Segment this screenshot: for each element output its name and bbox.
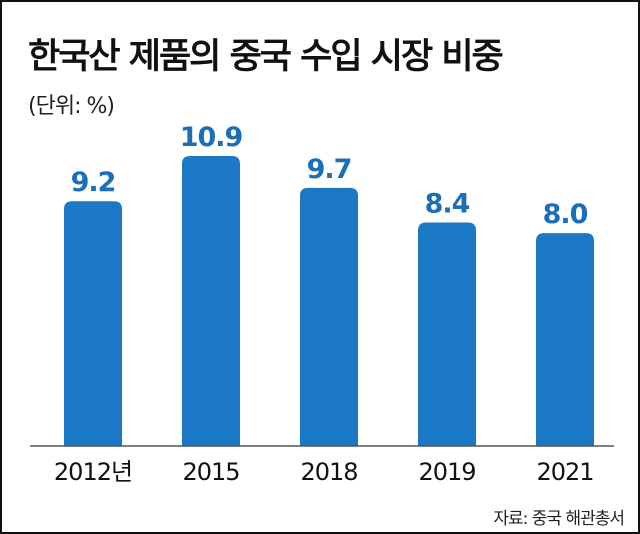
- chart-title: 한국산 제품의 중국 수입 시장 비중: [28, 37, 504, 77]
- x-tick-label-0: 2012년: [54, 458, 132, 486]
- value-label-1: 10.9: [180, 122, 243, 153]
- value-label-2: 9.7: [307, 154, 352, 185]
- bar-1: [182, 156, 240, 446]
- bar-2: [300, 187, 358, 446]
- unit-label: (단위: %): [28, 94, 115, 119]
- bar-0: [64, 201, 122, 446]
- x-tick-label-4: 2021: [536, 458, 593, 486]
- x-tick-label-1: 2015: [182, 458, 239, 486]
- bar-3: [418, 222, 476, 446]
- bar-4: [536, 233, 594, 446]
- x-tick-label-2: 2018: [300, 458, 357, 486]
- value-label-3: 8.4: [425, 189, 470, 220]
- source-note: 자료: 중국 해관총서: [493, 509, 625, 529]
- value-label-4: 8.0: [543, 199, 588, 230]
- x-tick-label-3: 2019: [418, 458, 475, 486]
- value-label-0: 9.2: [71, 167, 116, 198]
